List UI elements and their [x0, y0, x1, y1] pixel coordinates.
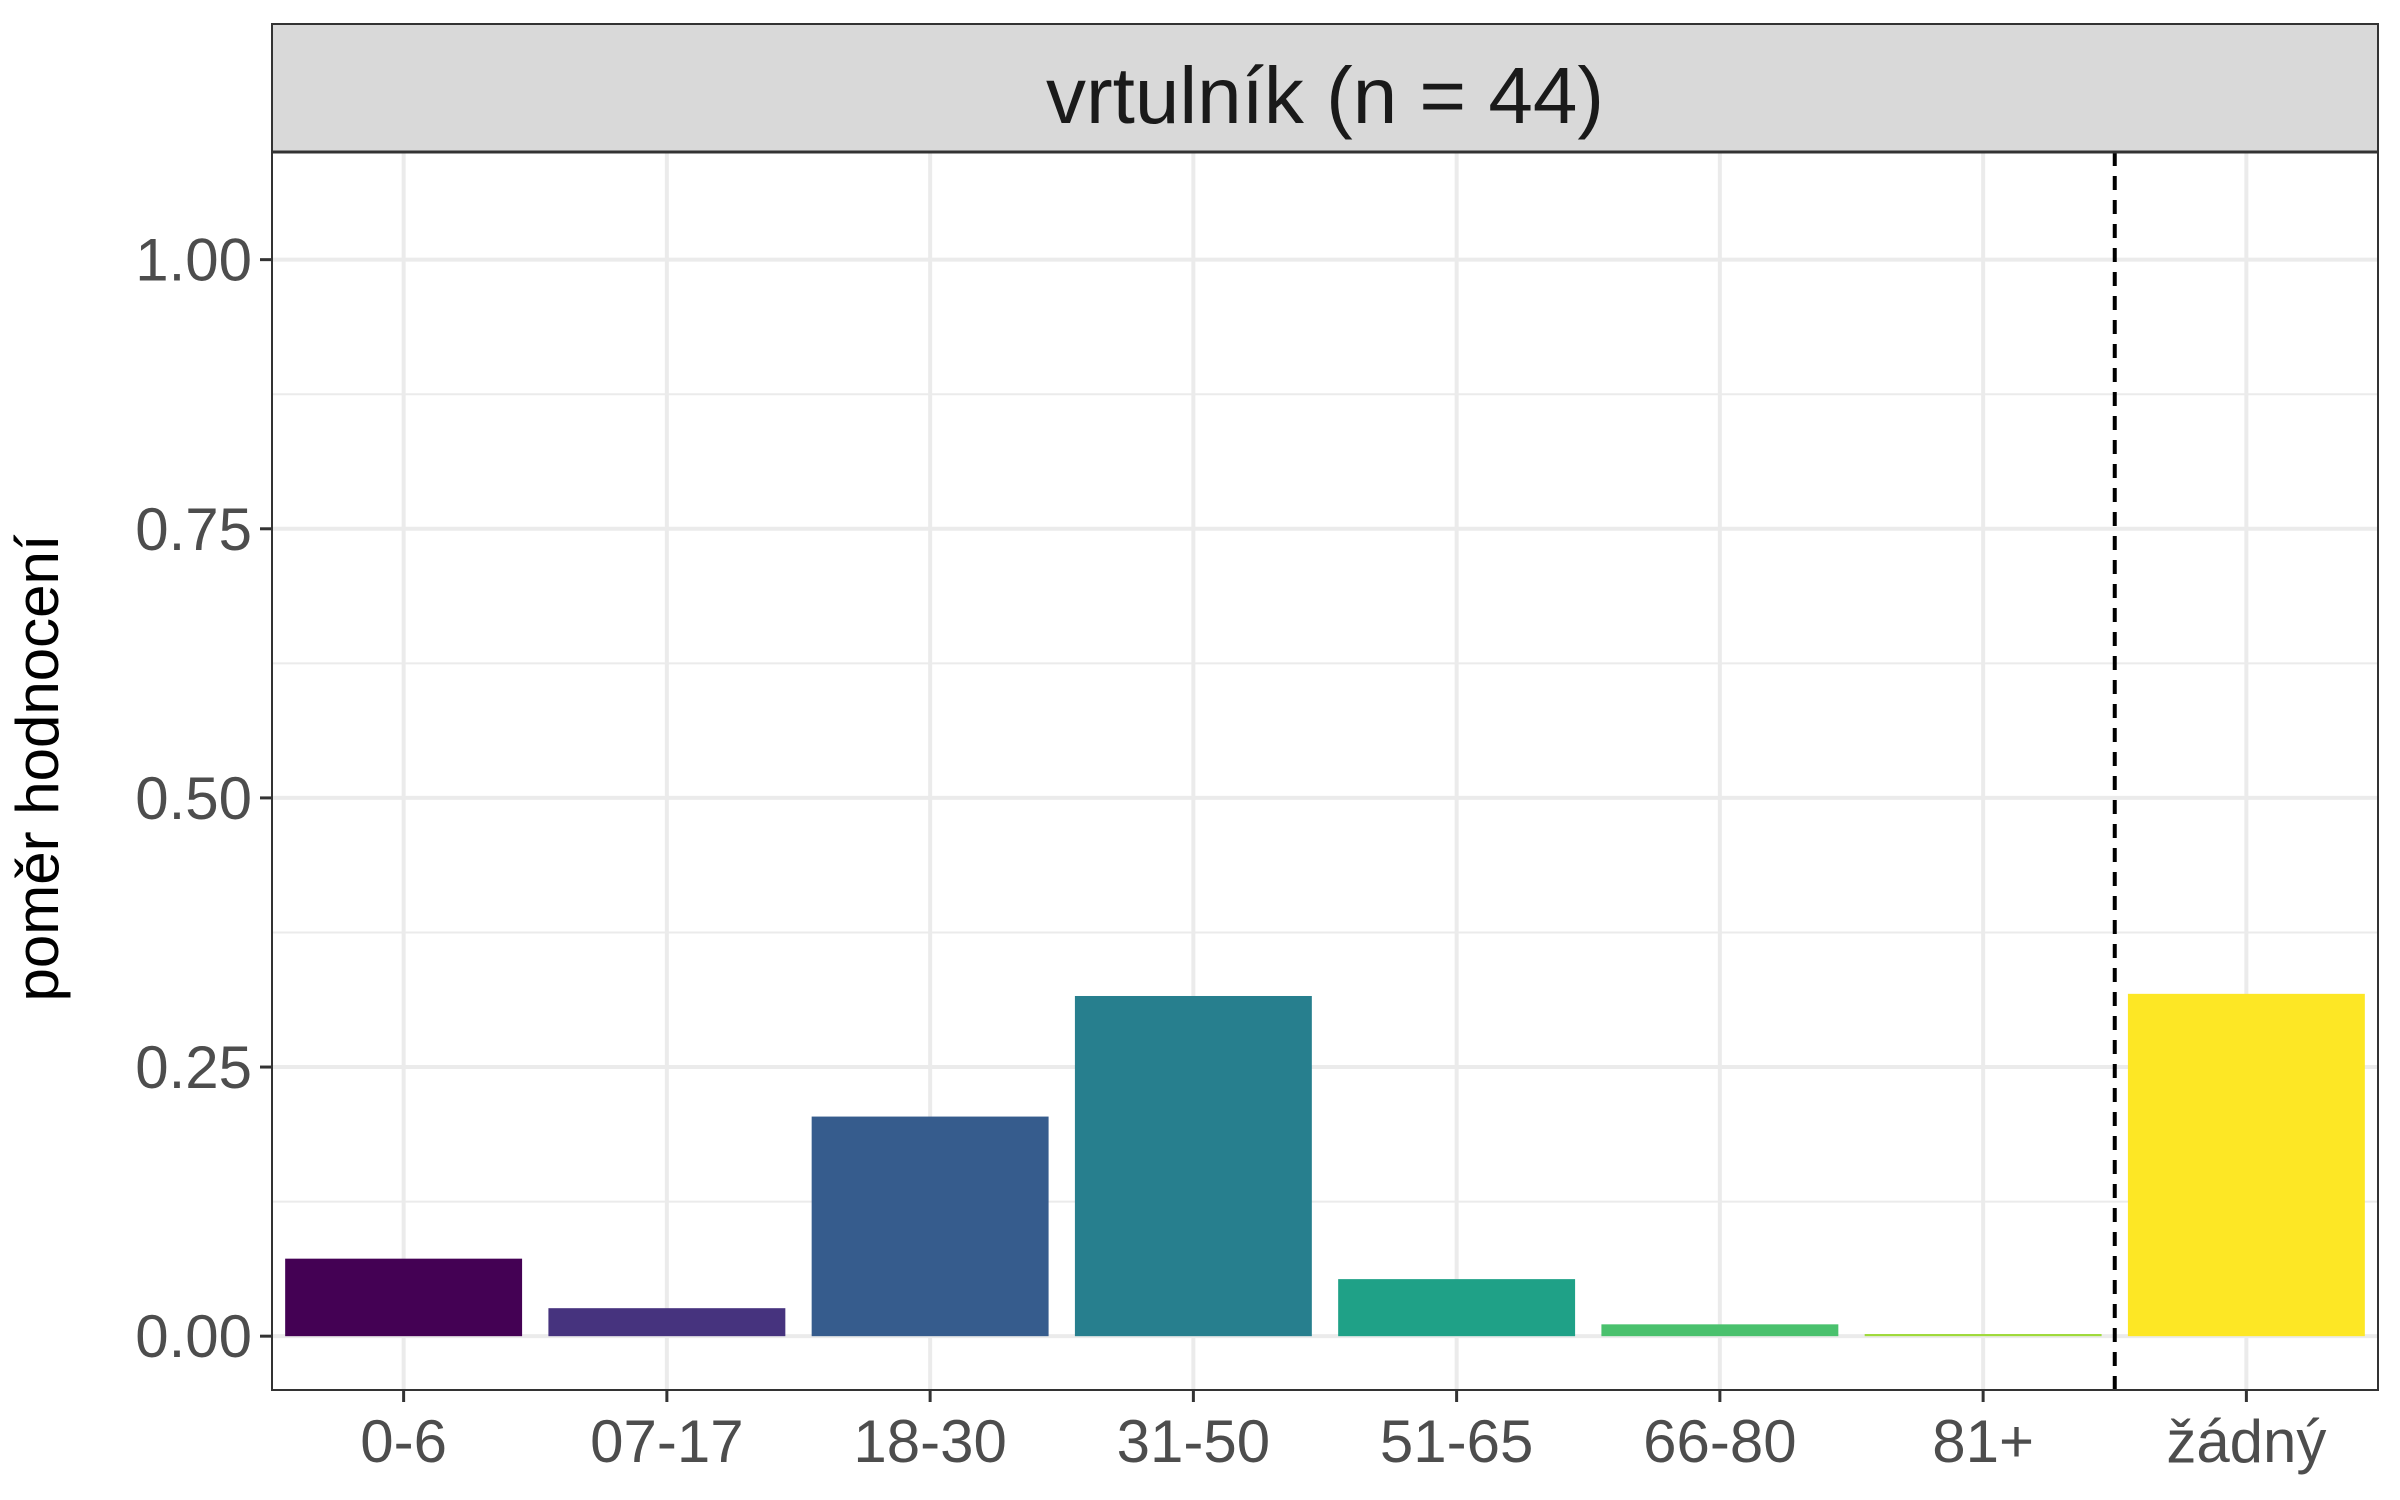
y-tick-label: 1.00	[135, 227, 252, 294]
x-tick-label: 18-30	[853, 1408, 1006, 1475]
bar-51-65	[1338, 1279, 1576, 1337]
bar-18-30	[811, 1116, 1049, 1337]
x-tick-label: 31-50	[1117, 1408, 1270, 1475]
y-tick-label: 0.00	[135, 1303, 252, 1370]
x-tick-label: 07-17	[590, 1408, 743, 1475]
bar-07-17	[548, 1308, 786, 1337]
y-tick-label: 0.50	[135, 765, 252, 832]
chart-title: vrtulník (n = 44)	[1046, 51, 1604, 140]
grid	[272, 152, 2378, 1390]
y-axis-title: poměr hodnocení	[4, 534, 71, 1001]
x-axis: 0-6 07-17 18-30 31-50 51-65 66-80 81+ žádný	[360, 1390, 2326, 1475]
bar-0-6	[285, 1258, 523, 1337]
x-tick-label: 51-65	[1380, 1408, 1533, 1475]
y-tick-label: 0.75	[135, 496, 252, 563]
x-tick-label: 81+	[1932, 1408, 2034, 1475]
y-axis: 0.00 0.25 0.50 0.75 1.00	[135, 227, 272, 1370]
x-tick-label: 66-80	[1643, 1408, 1796, 1475]
bar-66-80	[1601, 1324, 1839, 1337]
strip-background	[272, 24, 2378, 152]
bar-31-50	[1074, 995, 1312, 1337]
x-tick-label: 0-6	[360, 1408, 447, 1475]
bar-81+	[1864, 1334, 2102, 1337]
y-tick-label: 0.25	[135, 1034, 252, 1101]
bars	[285, 993, 2365, 1337]
bar-žádný	[2127, 993, 2365, 1337]
panel-border	[271, 23, 2379, 1391]
x-tick-label: žádný	[2166, 1408, 2326, 1475]
